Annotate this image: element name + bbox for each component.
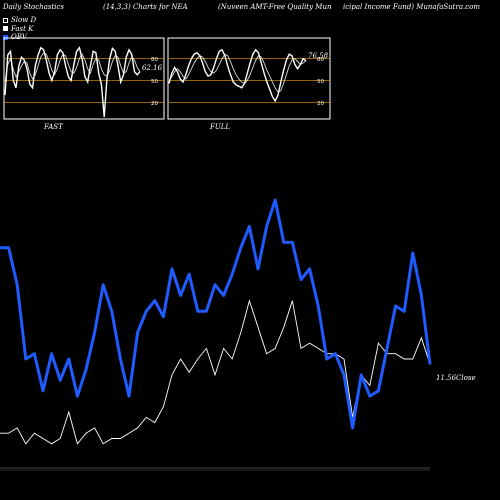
fast-k-swatch [3, 26, 8, 32]
legend-fast-k-label: Fast K [11, 24, 34, 33]
chart-params: (14,3,3) Charts for NEA [103, 3, 188, 11]
legend-slow-d: Slow D [3, 16, 36, 25]
panel-1-fast-k-line [4, 46, 141, 118]
legend-slow-d-label: Slow D [11, 16, 37, 24]
panel-2-last-value: 76.58 [308, 52, 329, 60]
legend-fast-k: Fast K [3, 25, 36, 34]
panel-2-level-label-50: 50 [317, 79, 324, 85]
panel-1-level-label-20: 20 [151, 101, 158, 107]
chart-header: Daily Stochastics (14,3,3) Charts for NE… [0, 3, 500, 15]
panel-2-level-label-20: 20 [317, 101, 324, 107]
obv-line [0, 198, 432, 430]
panel-2-frame [167, 37, 331, 120]
panel-2-title: FULL [209, 123, 230, 131]
chart-title: Daily Stochastics [3, 3, 65, 11]
slow-d-swatch [3, 17, 8, 23]
close-value-label: 11.56Close [436, 374, 476, 382]
panel-1-title: FAST [43, 123, 64, 131]
panel-2-level-label-80: 80 [317, 57, 324, 63]
company-name-continued: icipal Income Fund) MunafaSutra.com [343, 3, 480, 11]
panel-1-last-value: 62.16 [142, 64, 163, 72]
legend-obv-label: OBV [11, 33, 27, 41]
panel-2-fast-k-line [168, 48, 307, 103]
legend-obv: OBV [3, 33, 36, 42]
panel-1-level-label-50: 50 [151, 79, 158, 85]
panel-1-frame [3, 37, 165, 120]
panel-2-slow-d-line [168, 53, 307, 93]
legend: Slow D Fast K OBV [3, 16, 36, 42]
panel-1-level-label-80: 80 [151, 57, 158, 63]
company-name: (Nuveen AMT-Free Quality Mun [218, 3, 332, 11]
obv-swatch [3, 34, 8, 40]
